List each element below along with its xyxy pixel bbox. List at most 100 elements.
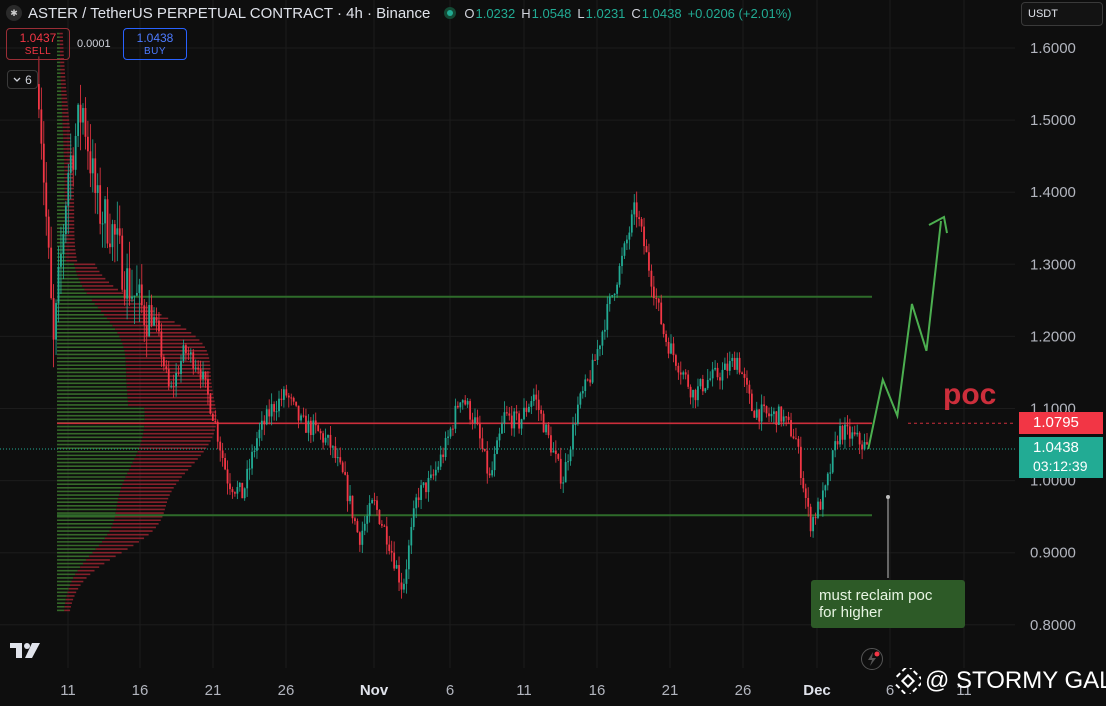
- time-tick-label: 16: [132, 682, 149, 699]
- note-annotation[interactable]: must reclaim poc for higher: [811, 580, 965, 628]
- candle-body-down: [123, 289, 126, 299]
- candle-body-down: [652, 286, 655, 298]
- candle-body-up: [412, 508, 415, 527]
- candle-body-down: [263, 420, 266, 425]
- candle-body-up: [591, 359, 594, 383]
- candle-body-up: [246, 468, 249, 489]
- candle-body-down: [113, 224, 116, 235]
- watermark: @ STORMY GAL: [895, 667, 1106, 695]
- candle-body-down: [550, 435, 552, 453]
- candle-body-up: [824, 485, 827, 491]
- buy-button[interactable]: 1.0438 BUY: [123, 28, 187, 60]
- candle-body-up: [153, 317, 155, 326]
- candle-body-down: [211, 413, 214, 421]
- candle-body-down: [268, 409, 271, 417]
- candle-body-down: [45, 182, 48, 217]
- candle-body-up: [496, 440, 498, 454]
- candle-body-down: [672, 343, 675, 356]
- price-tick-label: 1.4000: [1030, 184, 1076, 201]
- candle-body-up: [829, 472, 832, 474]
- candle-body-down: [648, 252, 650, 271]
- candle-body-down: [167, 369, 170, 387]
- candle-body-down: [417, 497, 420, 500]
- price-change: +0.0206 (+2.01%): [687, 5, 792, 21]
- candle-body-down: [486, 450, 489, 474]
- candle-body-up: [633, 202, 636, 215]
- candle-body-up: [430, 474, 432, 478]
- candle-body-down: [657, 298, 660, 303]
- price-tick-label: 1.6000: [1030, 40, 1076, 57]
- candle-body-down: [848, 426, 851, 439]
- candle-body-up: [260, 420, 263, 430]
- candle-body-up: [449, 428, 452, 437]
- candle-body-down: [785, 416, 788, 418]
- candle-body-up: [736, 357, 739, 370]
- candle-body-down: [216, 421, 219, 442]
- candle-body-down: [701, 379, 704, 392]
- candle-body-up: [616, 284, 618, 294]
- candle-body-up: [628, 232, 631, 240]
- candle-body-down: [204, 371, 207, 380]
- candle-body-up: [69, 155, 72, 173]
- candle-body-up: [180, 360, 182, 374]
- price-axis[interactable]: 1.60001.50001.40001.30001.20001.10001.00…: [1030, 40, 1076, 634]
- candle-body-down: [79, 104, 82, 123]
- candle-body-up: [336, 457, 339, 459]
- candle-body-up: [278, 398, 280, 412]
- candle-body-up: [403, 583, 405, 590]
- flash-icon[interactable]: [861, 648, 883, 670]
- candle-body-up: [721, 369, 724, 381]
- candle-body-up: [427, 477, 430, 493]
- candle-body-up: [621, 255, 623, 267]
- candle-body-up: [64, 205, 67, 235]
- poc-annotation[interactable]: poc: [943, 378, 997, 411]
- candle-body-up: [579, 393, 582, 405]
- candle-body-up: [822, 490, 824, 510]
- price-tick-label: 0.9000: [1030, 545, 1076, 562]
- candle-body-down: [804, 488, 807, 498]
- candle-body-down: [207, 379, 209, 395]
- candle-body-up: [439, 454, 442, 467]
- candle-body-down: [640, 219, 643, 227]
- symbol-logo-icon: ✱: [6, 5, 22, 21]
- note-line-1: must reclaim poc: [819, 587, 933, 604]
- candle-body-down: [109, 243, 111, 248]
- candle-body-down: [94, 158, 97, 193]
- candle-body-down: [479, 424, 481, 439]
- indicators-toggle-button[interactable]: 6: [7, 70, 38, 89]
- candle-body-up: [60, 253, 62, 267]
- tradingview-logo-icon[interactable]: [10, 640, 44, 660]
- currency-select[interactable]: USDT: [1021, 2, 1103, 26]
- candle-body-down: [42, 143, 45, 183]
- candle-body-down: [285, 389, 288, 396]
- binance-logo-icon: [895, 668, 921, 694]
- candle-body-down: [515, 411, 518, 414]
- candle-body-down: [287, 395, 290, 398]
- candle-body-down: [356, 521, 359, 533]
- candle-body-down: [376, 500, 378, 510]
- candle-body-up: [275, 411, 278, 413]
- candle-body-up: [251, 451, 253, 469]
- candle-body-down: [52, 298, 55, 340]
- candle-body-up: [133, 295, 136, 297]
- candle-body-down: [305, 415, 307, 433]
- candle-body-up: [704, 388, 707, 392]
- ohlc-close: C1.0438: [631, 5, 682, 21]
- candle-body-down: [165, 366, 168, 370]
- candle-body-up: [856, 432, 859, 435]
- candle-body-up: [528, 406, 530, 412]
- candle-body-up: [349, 495, 351, 502]
- symbol-title[interactable]: ASTER / TetherUS PERPETUAL CONTRACT · 4h…: [28, 4, 431, 22]
- candle-body-up: [608, 296, 611, 305]
- indicators-count: 6: [25, 72, 32, 87]
- candle-body-up: [368, 503, 371, 516]
- candle-body-down: [687, 374, 690, 387]
- sell-button[interactable]: 1.0437 SELL: [6, 28, 70, 60]
- candle-body-down: [143, 305, 146, 326]
- candle-body-up: [626, 239, 628, 244]
- ohlc-open: O1.0232: [464, 5, 516, 21]
- candle-body-up: [104, 199, 106, 224]
- candle-body-down: [689, 386, 692, 398]
- time-axis[interactable]: 11 16 21 26 Nov 6 11 16 21 26 Dec 6 11: [60, 682, 972, 699]
